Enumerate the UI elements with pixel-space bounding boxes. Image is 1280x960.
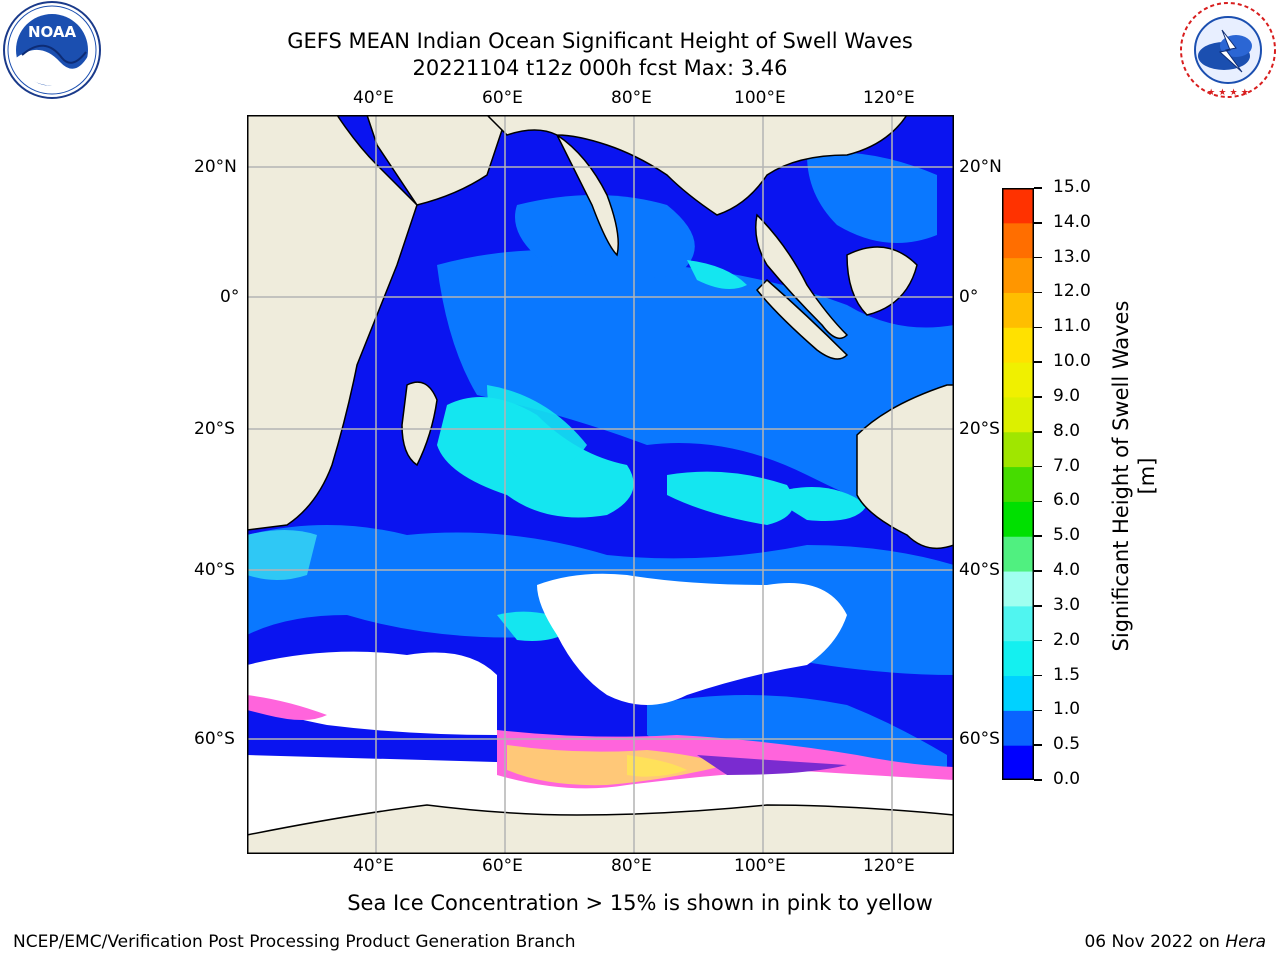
colorbar-tick-mark: [1034, 535, 1042, 537]
colorbar-segment: [1002, 222, 1034, 259]
y-tick-right-40s: 40°S: [959, 560, 1000, 580]
map-frame: [247, 115, 954, 854]
colorbar-tick-mark: [1034, 570, 1042, 572]
noaa-logo-text: NOAA: [28, 23, 77, 41]
colorbar-segment: [1002, 466, 1034, 502]
x-tick-bottom-60e: 60°E: [482, 856, 523, 876]
footer-date: 06 Nov 2022 on: [1084, 932, 1226, 952]
colorbar-frame: [1002, 188, 1034, 780]
colorbar-segment: [1002, 327, 1034, 363]
colorbar-tick-mark: [1034, 779, 1042, 781]
colorbar-tick-label: 13.0: [1053, 246, 1091, 267]
colorbar-tick-mark: [1034, 465, 1042, 468]
colorbar-segment: [1002, 396, 1034, 433]
colorbar-tick-label: 12.0: [1053, 281, 1091, 302]
y-tick-left-0: 0°: [220, 287, 240, 307]
colorbar-segment: [1002, 640, 1034, 677]
colorbar-tick-mark: [1034, 256, 1042, 259]
colorbar-segment: [1002, 292, 1034, 328]
x-tick-top-60e: 60°E: [482, 88, 523, 108]
colorbar-tick-mark: [1034, 500, 1042, 503]
colorbar-segment: [1002, 536, 1034, 572]
colorbar-label: Significant Height of Swell Waves [m]: [1109, 300, 1159, 652]
footer-left: NCEP/EMC/Verification Post Processing Pr…: [13, 932, 576, 952]
colorbar-tick-label: 11.0: [1053, 316, 1091, 337]
colorbar-tick-label: 0.0: [1053, 769, 1081, 789]
colorbar-tick-label: 1.5: [1053, 664, 1081, 685]
x-tick-bottom-100e: 100°E: [734, 856, 786, 876]
nws-logo: ★ ★ ★ ★: [1176, 0, 1280, 100]
colorbar-tick-mark: [1034, 326, 1042, 329]
colorbar-tick-label: 7.0: [1053, 455, 1081, 476]
y-tick-left-20s: 20°S: [194, 419, 235, 439]
y-tick-right-0: 0°: [959, 287, 979, 307]
x-tick-top-40e: 40°E: [353, 88, 394, 108]
colorbar-tick-mark: [1034, 605, 1042, 607]
x-tick-bottom-120e: 120°E: [863, 856, 915, 876]
colorbar-tick-label: 3.0: [1053, 594, 1081, 615]
x-tick-bottom-40e: 40°E: [353, 856, 394, 876]
x-tick-top-120e: 120°E: [863, 88, 915, 108]
colorbar-tick-label: 10.0: [1053, 351, 1091, 372]
colorbar-tick-mark: [1034, 361, 1042, 363]
colorbar-tick-mark: [1034, 744, 1042, 746]
colorbar-segment: [1002, 431, 1034, 468]
colorbar-segment: [1002, 571, 1034, 607]
colorbar-tick-mark: [1034, 639, 1042, 642]
colorbar-tick-label: 14.0: [1053, 211, 1091, 232]
colorbar-tick-mark: [1034, 222, 1042, 224]
map-svg: [246, 114, 955, 855]
land-masses: [246, 114, 955, 855]
y-tick-right-20s: 20°S: [959, 419, 1000, 439]
svg-text:★ ★ ★ ★: ★ ★ ★ ★: [1207, 88, 1249, 98]
y-tick-right-60s: 60°S: [959, 729, 1000, 749]
footer-right: 06 Nov 2022 on Hera: [1084, 932, 1266, 952]
colorbar-tick-mark: [1034, 187, 1042, 189]
colorbar-tick-mark: [1034, 674, 1042, 677]
y-tick-right-20n: 20°N: [959, 157, 1002, 177]
colorbar-segment: [1002, 257, 1034, 293]
chart-subtitle-forecast: 20221104 t12z 000h fcst Max: 3.46: [412, 56, 788, 80]
colorbar-tick-mark: [1034, 431, 1042, 433]
chart-title: GEFS MEAN Indian Ocean Significant Heigh…: [287, 29, 913, 53]
y-tick-left-40s: 40°S: [194, 560, 235, 580]
colorbar: [1002, 188, 1034, 781]
footer-host: Hera: [1225, 932, 1266, 952]
y-tick-left-20n: 20°N: [194, 157, 237, 177]
colorbar-tick-label: 6.0: [1053, 490, 1081, 511]
noaa-logo: NOAA: [0, 0, 105, 100]
colorbar-segment: [1002, 362, 1034, 398]
colorbar-tick-label: 4.0: [1053, 560, 1081, 581]
colorbar-tick-label: 0.5: [1053, 734, 1081, 755]
sea-ice-note: Sea Ice Concentration > 15% is shown in …: [347, 891, 933, 915]
colorbar-label-wrap: Significant Height of Swell Waves [m]: [1104, 290, 1164, 670]
colorbar-segment: [1002, 501, 1034, 537]
colorbar-segment: [1002, 605, 1034, 642]
colorbar-tick-label: 9.0: [1053, 385, 1081, 406]
map-gridlines: [247, 115, 954, 854]
y-tick-left-60s: 60°S: [194, 729, 235, 749]
x-tick-top-100e: 100°E: [734, 88, 786, 108]
colorbar-segment: [1002, 188, 1034, 224]
colorbar-svg: [1002, 188, 1034, 781]
colorbar-tick-mark: [1034, 291, 1042, 294]
colorbar-tick-mark: [1034, 396, 1042, 398]
map-panel: [246, 114, 955, 855]
colorbar-segment: [1002, 675, 1034, 711]
colorbar-tick-label: 2.0: [1053, 629, 1081, 650]
colorbar-tick-mark: [1034, 709, 1042, 712]
colorbar-segment: [1002, 745, 1034, 781]
colorbar-tick-label: 8.0: [1053, 420, 1081, 441]
x-tick-bottom-80e: 80°E: [611, 856, 652, 876]
swell-high-regions: [247, 260, 867, 641]
colorbar-tick-label: 15.0: [1053, 177, 1091, 197]
sea-ice-band: [247, 695, 954, 789]
colorbar-tick-label: 5.0: [1053, 525, 1081, 546]
x-tick-top-80e: 80°E: [611, 88, 652, 108]
colorbar-segment: [1002, 710, 1034, 746]
colorbar-tick-label: 1.0: [1053, 699, 1081, 720]
